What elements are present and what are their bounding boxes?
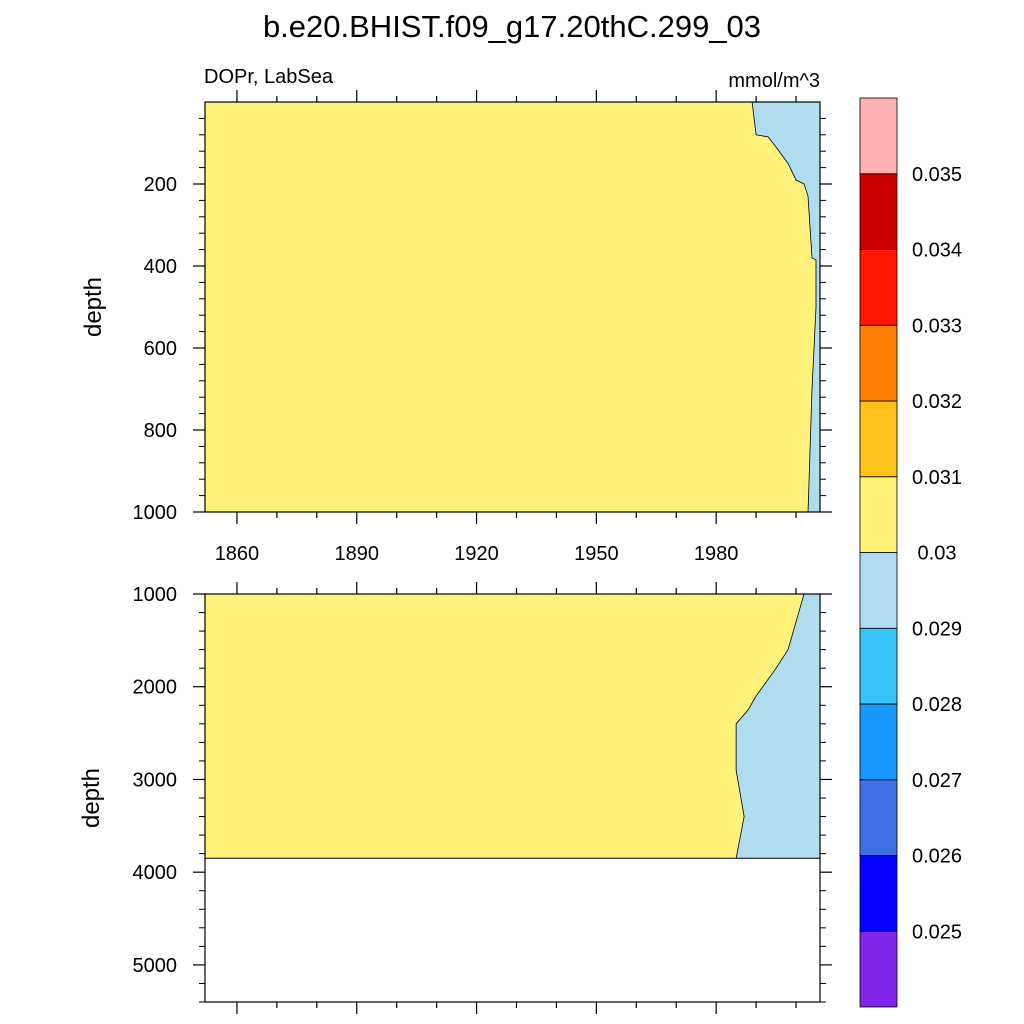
x-tick-label: 1950 [574, 543, 619, 565]
x-tick-label: 1860 [215, 543, 260, 565]
y-tick-label: 2000 [133, 677, 178, 699]
colorbar-box [859, 173, 898, 250]
colorbar-label: 0.029 [912, 618, 962, 640]
colorbar-box [859, 476, 898, 553]
colorbar-box [859, 855, 898, 932]
colorbar-box [859, 324, 898, 402]
colorbar-label: 0.032 [912, 391, 962, 413]
y-tick-label: 1000 [133, 502, 178, 524]
y-tick-label: 400 [144, 256, 177, 278]
x-tick-label: 1920 [454, 543, 499, 565]
y-tick-label: 600 [144, 338, 177, 360]
colorbar-box [859, 552, 898, 629]
colorbar-label: 0.026 [912, 846, 962, 868]
y-tick-label: 1000 [133, 584, 178, 606]
colorbar-label: 0.035 [912, 164, 962, 186]
colorbar-box [859, 703, 898, 781]
chart-title: b.e20.BHIST.f09_g17.20thC.299_03 [263, 9, 761, 44]
left-subtitle: DOPr, LabSea [204, 66, 334, 88]
colorbar: 0.025 0.026 0.027 0.028 0.029 0.03 0.031 0.032 0… [859, 97, 962, 1008]
colorbar-box [859, 400, 898, 478]
colorbar-box [859, 627, 898, 705]
y-axis-label-lower: depth [78, 768, 105, 828]
colorbar-box [859, 97, 898, 175]
y-axis-label-upper: depth [80, 277, 107, 337]
colorbar-label: 0.027 [912, 770, 962, 792]
contour-line [735, 593, 805, 859]
x-tick-label: 1890 [335, 543, 380, 565]
upper-panel: 200 400 600 800 1000 1860 1890 1920 1950 1980 [133, 90, 832, 565]
colorbar-label: 0.031 [912, 467, 962, 489]
y-tick-label: 3000 [133, 769, 178, 791]
y-tick-label: 5000 [133, 955, 178, 977]
contour-region-0.03-0.031 [205, 102, 817, 512]
lower-panel: 1000 2000 3000 4000 5000 [133, 582, 832, 1014]
plot-frame [204, 101, 821, 513]
colorbar-label: 0.03 [918, 543, 957, 565]
colorbar-label: 0.025 [912, 921, 962, 943]
x-tick-label: 1980 [694, 543, 739, 565]
contour-region-0.03-0.031 [205, 594, 805, 859]
y-tick-label: 4000 [133, 862, 178, 884]
y-tick-label: 200 [144, 174, 177, 196]
colorbar-label: 0.033 [912, 315, 962, 337]
contour-line [751, 101, 817, 513]
right-subtitle: mmol/m^3 [728, 70, 820, 92]
y-tick-label: 800 [144, 420, 177, 442]
colorbar-label: 0.034 [912, 240, 962, 262]
colorbar-box [859, 779, 898, 856]
colorbar-box [859, 930, 898, 1008]
colorbar-box [859, 249, 898, 326]
colorbar-label: 0.028 [912, 694, 962, 716]
